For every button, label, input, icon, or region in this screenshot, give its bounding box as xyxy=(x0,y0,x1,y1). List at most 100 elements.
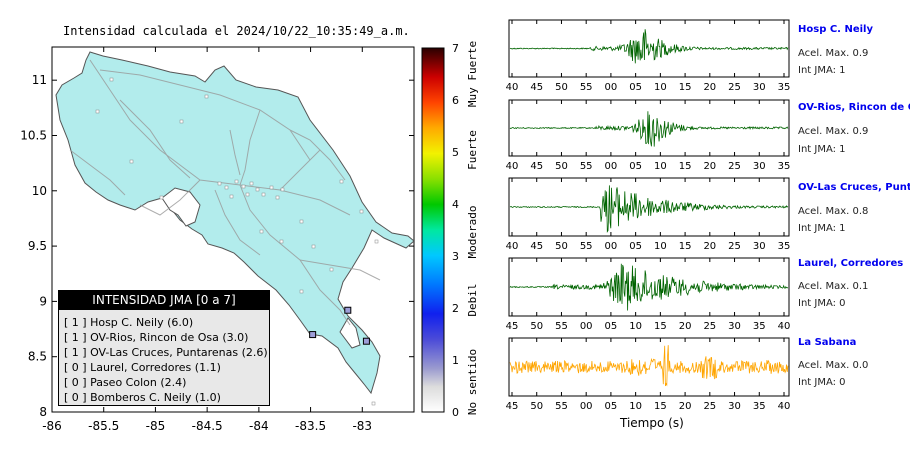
waveform-tick-label: 15 xyxy=(654,401,667,412)
land-polygon xyxy=(55,51,414,395)
waveform-tick-label: 50 xyxy=(530,321,543,332)
waveform-tick-label: 45 xyxy=(530,161,543,172)
station-jma: Int JMA: 0 xyxy=(798,377,846,388)
legend-title: INTENSIDAD JMA [0 a 7] xyxy=(58,290,270,310)
waveform-tick-label: 20 xyxy=(703,161,716,172)
map-xtick-label: -84.5 xyxy=(192,419,223,433)
waveform-tick-label: 10 xyxy=(654,161,667,172)
waveform-tick-label: 45 xyxy=(530,241,543,252)
station-name[interactable]: Hosp C. Neily xyxy=(798,24,873,35)
station-jma: Int JMA: 1 xyxy=(798,223,846,234)
station-accel: Acel. Max. 0.1 xyxy=(798,281,869,292)
waveform-tick-label: 05 xyxy=(629,161,642,172)
map-xtick-label: -85.5 xyxy=(88,419,119,433)
legend-item: [ 0 ] Bomberos C. Neily (1.0) xyxy=(64,391,221,404)
waveform-tick-label: 10 xyxy=(629,321,642,332)
waveform-tick-label: 40 xyxy=(506,161,519,172)
waveform-panels: 40 45 50 55 00 05 10 15 20 25 30 35 40 45 50 55 00 05 10 15… xyxy=(506,19,791,412)
waveform-tick-label: 35 xyxy=(778,161,791,172)
colorbar-tick-label: 7 xyxy=(452,42,459,55)
road-network xyxy=(69,59,381,326)
waveform-tick-label: 40 xyxy=(778,321,791,332)
station-accel: Acel. Max. 0.0 xyxy=(798,360,869,371)
waveform-tick-label: 45 xyxy=(506,321,519,332)
colorbar xyxy=(421,47,445,413)
waveform-tick-label: 05 xyxy=(629,241,642,252)
waveform-tick-label: 35 xyxy=(753,401,766,412)
legend-item: [ 0 ] Paseo Colon (2.4) xyxy=(64,376,187,389)
map-ytick-label: 9.5 xyxy=(28,239,47,253)
map-legend: INTENSIDAD JMA [0 a 7] [ 1 ] Hosp C. Nei… xyxy=(58,290,270,406)
waveform-tick-label: 55 xyxy=(555,321,568,332)
station-jma: Int JMA: 1 xyxy=(798,144,846,155)
waveform-tick-label: 25 xyxy=(728,82,741,93)
waveform-tick-label: 25 xyxy=(703,321,716,332)
station-accel: Acel. Max. 0.9 xyxy=(798,126,869,137)
waveform-tick-label: 20 xyxy=(679,321,692,332)
colorbar-label: Muy Fuerte xyxy=(466,41,479,107)
seismogram-trace xyxy=(509,29,789,64)
station-accel: Acel. Max. 0.9 xyxy=(798,48,869,59)
seismogram-trace xyxy=(509,185,789,233)
waveform-tick-label: 30 xyxy=(753,241,766,252)
colorbar-tick-label: 1 xyxy=(452,354,459,367)
colorbar-tick-label: 6 xyxy=(452,94,459,107)
waveform-tick-label: 35 xyxy=(778,241,791,252)
waveform-tick-label: 55 xyxy=(580,82,593,93)
intensity-station-marker xyxy=(309,331,317,339)
waveform-tick-label: 05 xyxy=(605,321,618,332)
waveform-tick-label: 55 xyxy=(580,161,593,172)
map-ytick-label: 10 xyxy=(32,184,47,198)
waveform-tick-label: 20 xyxy=(703,82,716,93)
legend-item: [ 1 ] OV-Las Cruces, Puntarenas (2.6) xyxy=(64,346,268,359)
waveform-tick-label: 10 xyxy=(629,401,642,412)
map-xtick-label: -83 xyxy=(352,419,372,433)
colorbar-label: Debil xyxy=(466,283,479,316)
station-name[interactable]: OV-Las Cruces, Puntar xyxy=(798,182,910,193)
waveform-tick-label: 30 xyxy=(728,321,741,332)
station-name[interactable]: La Sabana xyxy=(798,337,857,348)
map-ytick-label: 11 xyxy=(32,73,47,87)
waveform-tick-label: 50 xyxy=(555,161,568,172)
colorbar-label: Fuerte xyxy=(466,130,479,170)
waveform-tick-label: 30 xyxy=(753,161,766,172)
waveform-tick-label: 20 xyxy=(703,241,716,252)
waveform-tick-label: 30 xyxy=(753,82,766,93)
waveform-tick-label: 05 xyxy=(605,401,618,412)
map-xtick-label: -84 xyxy=(249,419,269,433)
waveform-tick-label: 15 xyxy=(654,321,667,332)
station-accel: Acel. Max. 0.8 xyxy=(798,206,869,217)
waveform-tick-label: 45 xyxy=(530,82,543,93)
colorbar-tick-label: 4 xyxy=(452,198,459,211)
map-xtick-label: -83.5 xyxy=(295,419,326,433)
map-ytick-label: 8.5 xyxy=(28,350,47,364)
waveform-tick-label: 10 xyxy=(654,82,667,93)
waveform-xlabel: Tiempo (s) xyxy=(620,416,684,430)
waveform-tick-label: 40 xyxy=(506,82,519,93)
waveform-tick-label: 35 xyxy=(778,82,791,93)
station-name[interactable]: Laurel, Corredores xyxy=(798,258,904,269)
legend-item: [ 1 ] OV-Rios, Rincon de Osa (3.0) xyxy=(64,331,249,344)
waveform-tick-label: 00 xyxy=(580,321,593,332)
colorbar-tick-label: 3 xyxy=(452,250,459,263)
waveform-tick-label: 45 xyxy=(506,401,519,412)
colorbar-ticks: 0 1 2 3 4 5 6 7 No sentido Debil Moderado Fuerte Muy… xyxy=(452,41,479,419)
map-title: Intensidad calculada el 2024/10/22_10:35… xyxy=(63,24,410,38)
seismogram-trace xyxy=(509,263,789,311)
waveform-tick-label: 50 xyxy=(555,82,568,93)
waveform-tick-label: 15 xyxy=(679,241,692,252)
waveform-tick-label: 05 xyxy=(629,82,642,93)
waveform-tick-label: 00 xyxy=(605,241,618,252)
seismogram-trace xyxy=(509,345,789,387)
map-ytick-label: 8 xyxy=(39,405,47,419)
legend-item: [ 0 ] Laurel, Corredores (1.1) xyxy=(64,361,221,374)
station-name[interactable]: OV-Rios, Rincon de Os xyxy=(798,102,910,113)
waveform-tick-label: 25 xyxy=(728,161,741,172)
colorbar-label: No sentido xyxy=(466,349,479,415)
map-ytick-label: 10.5 xyxy=(20,128,47,142)
intensity-station-marker xyxy=(344,306,352,314)
colorbar-tick-label: 5 xyxy=(452,146,459,159)
waveform-tick-label: 40 xyxy=(506,241,519,252)
